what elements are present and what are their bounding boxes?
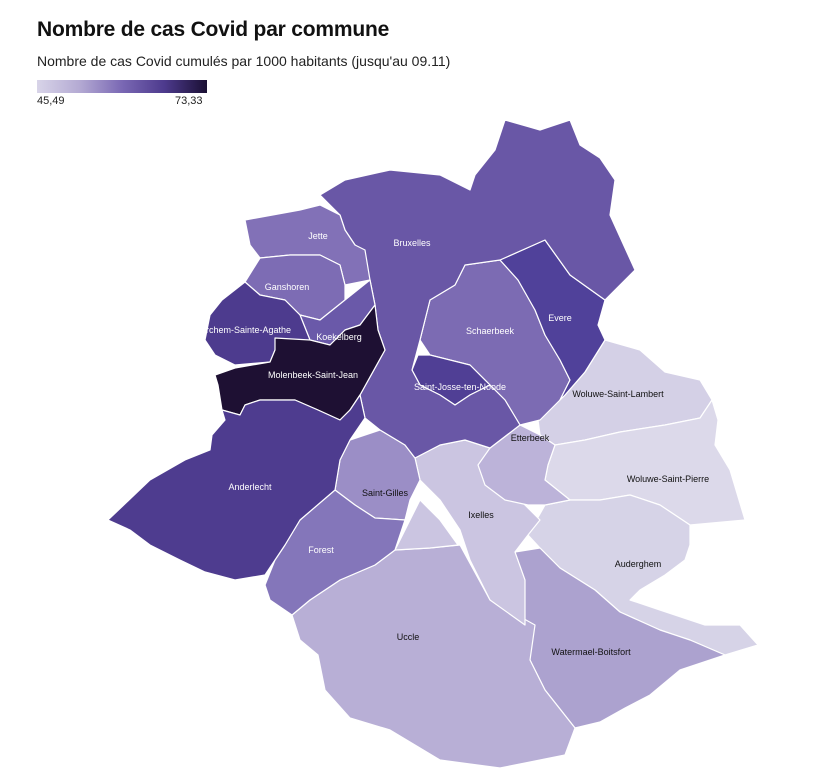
label-bruxelles: Bruxelles xyxy=(393,238,431,248)
label-etterbeek: Etterbeek xyxy=(511,433,550,443)
label-ixelles: Ixelles xyxy=(468,510,494,520)
label-schaerbeek: Schaerbeek xyxy=(466,326,515,336)
label-watermael-boitsfort: Watermael-Boitsfort xyxy=(551,647,631,657)
label-koekelberg: Koekelberg xyxy=(316,332,362,342)
map-title: Nombre de cas Covid par commune xyxy=(37,18,390,41)
label-saint-gilles: Saint-Gilles xyxy=(362,488,409,498)
label-ganshoren: Ganshoren xyxy=(265,282,310,292)
label-forest: Forest xyxy=(308,545,334,555)
commune-etterbeek[interactable] xyxy=(477,424,571,506)
label-uccle: Uccle xyxy=(397,632,420,642)
label-woluwe-saint-pierre: Woluwe-Saint-Pierre xyxy=(627,474,709,484)
legend-min-label: 45,49 xyxy=(37,95,65,107)
commune-forest[interactable] xyxy=(264,489,406,616)
map-subtitle: Nombre de cas Covid cumulés par 1000 hab… xyxy=(37,53,451,69)
label-molenbeek-saint-jean: Molenbeek-Saint-Jean xyxy=(268,370,358,380)
label-evere: Evere xyxy=(548,313,572,323)
label-saint-josse-ten-noode: Saint-Josse-ten-Noode xyxy=(414,382,506,392)
label-berchem-sainte-agathe: Berchem-Sainte-Agathe xyxy=(195,325,291,335)
label-anderlecht: Anderlecht xyxy=(228,482,272,492)
label-jette: Jette xyxy=(308,231,328,241)
legend-max-label: 73,33 xyxy=(175,95,203,107)
label-woluwe-saint-lambert: Woluwe-Saint-Lambert xyxy=(572,389,664,399)
legend-color-scale xyxy=(37,80,207,93)
label-auderghem: Auderghem xyxy=(615,559,662,569)
commune-anderlecht[interactable] xyxy=(107,394,366,581)
